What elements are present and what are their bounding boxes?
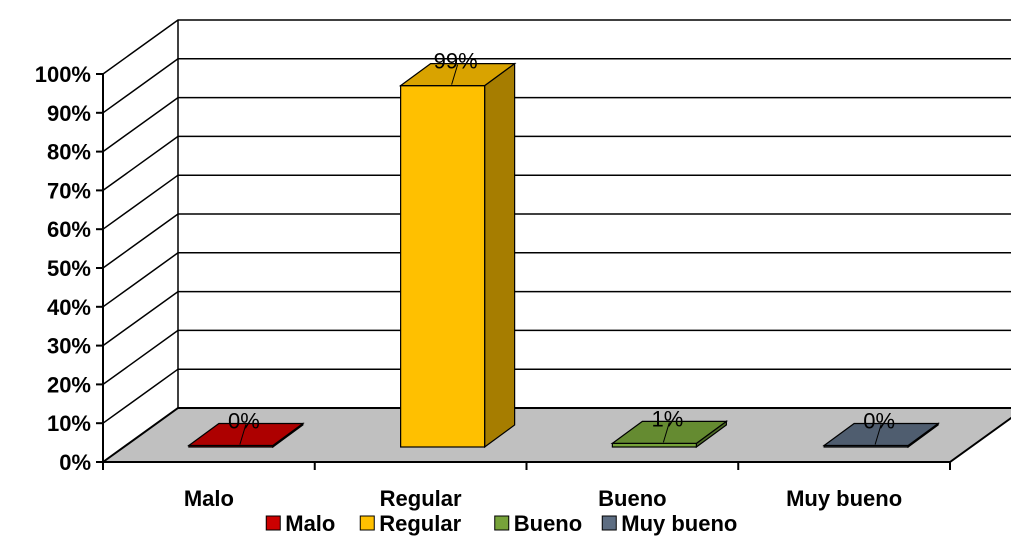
y-tick-label: 20% <box>47 372 91 397</box>
x-category-label: Regular <box>380 486 462 511</box>
legend-swatch <box>265 515 281 531</box>
bar-1 <box>187 422 305 449</box>
y-tick-label: 80% <box>47 140 91 165</box>
legend-item: Bueno <box>494 511 582 536</box>
y-tick-label: 0% <box>59 450 91 475</box>
x-axis-labels: Malo Regular Bueno Muy bueno <box>184 486 902 511</box>
legend-label: Malo <box>285 511 335 536</box>
legend-item: Regular <box>359 511 462 536</box>
bar-side <box>484 62 516 449</box>
bar-4 <box>822 422 940 449</box>
gridline <box>102 135 1011 192</box>
gridline <box>102 213 1011 269</box>
y-tick-label: 40% <box>47 295 91 320</box>
chart-walls <box>102 20 951 470</box>
y-tick-label: 90% <box>47 101 91 126</box>
gridline <box>102 96 1011 153</box>
legend-item: Muy bueno <box>601 511 737 536</box>
y-tick-label: 50% <box>47 256 91 281</box>
floor-plane <box>99 407 1011 463</box>
y-axis-ticks: 0% 10% 20% 30% 40% 50% 60% 70% 80% 90% 100% <box>35 62 103 475</box>
chart-floor <box>99 407 1011 463</box>
x-category-label: Malo <box>184 486 234 511</box>
data-label-leader <box>662 422 670 443</box>
legend: Malo Regular Bueno Muy bueno <box>265 511 737 536</box>
y-tick-label: 60% <box>47 217 91 242</box>
legend-label: Regular <box>379 511 461 536</box>
bar-top <box>187 422 305 447</box>
data-label-leader <box>239 424 247 445</box>
x-category-label: Muy bueno <box>786 486 902 511</box>
x-category-label: Bueno <box>598 486 666 511</box>
bars <box>187 62 940 449</box>
gridline <box>102 290 1011 347</box>
data-label-1: 0% <box>228 409 260 434</box>
y-tick-label: 10% <box>47 411 91 436</box>
bar-top <box>398 63 517 87</box>
bar-top <box>610 420 729 444</box>
bar-top <box>822 422 940 447</box>
data-label-2: 99% <box>434 49 478 74</box>
y-tick-label: 100% <box>35 62 91 87</box>
legend-label: Bueno <box>514 511 582 536</box>
gridline <box>102 368 1011 424</box>
data-label-4: 0% <box>863 409 895 434</box>
y-tick-label: 70% <box>47 178 91 203</box>
legend-swatch <box>359 515 375 531</box>
bar-front <box>400 85 486 448</box>
gridline <box>102 58 1011 114</box>
gridline <box>102 19 1011 75</box>
data-labels: 0% 99% 1% 0% <box>228 49 895 434</box>
gridline <box>102 329 1011 386</box>
gridline <box>102 252 1011 308</box>
bar-2 <box>398 62 517 449</box>
legend-swatch <box>601 515 617 531</box>
gridlines <box>102 19 1011 424</box>
bar-3 <box>610 420 729 449</box>
y-tick-label: 30% <box>47 334 91 359</box>
legend-swatch <box>494 515 510 531</box>
legend-item: Malo <box>265 511 335 536</box>
legend-label: Muy bueno <box>621 511 737 536</box>
data-label-3: 1% <box>651 406 683 431</box>
data-label-leader <box>451 64 459 85</box>
data-label-leader <box>874 424 882 445</box>
gridline <box>102 174 1011 230</box>
